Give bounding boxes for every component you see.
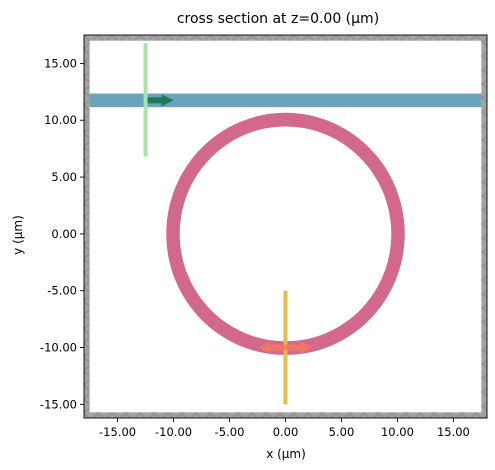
y-tick-label: -5.00 [47,284,77,298]
x-axis-label: x (μm) [266,447,306,461]
plot-area [83,34,488,419]
x-tick-label: 5.00 [329,425,355,439]
source-bidirectional-arrow [258,341,313,354]
x-tick-label: 0.00 [273,425,299,439]
x-tick-label: 15.00 [437,425,470,439]
y-tick-label: 10.00 [44,113,77,127]
x-tick-label: -15.00 [99,425,136,439]
y-tick-label: 0.00 [51,227,77,241]
x-tick-label: -5.00 [215,425,245,439]
x-axis-ticks: -15.00 -10.00 -5.00 0.00 5.00 10.00 15.00 [99,418,470,439]
y-axis-label: y (μm) [11,215,25,255]
y-tick-label: 15.00 [44,56,77,70]
y-tick-label: -15.00 [40,397,77,411]
x-tick-label: -10.00 [155,425,192,439]
y-axis-ticks: 15.00 10.00 5.00 0.00 -5.00 -10.00 -15.00 [40,56,84,411]
monitor-direction-arrow [147,94,174,107]
plot-title: cross section at z=0.00 (μm) [177,11,379,27]
y-tick-label: -10.00 [40,341,77,355]
bus-waveguide [89,93,482,108]
x-tick-label: 10.00 [381,425,414,439]
y-tick-label: 5.00 [51,170,77,184]
